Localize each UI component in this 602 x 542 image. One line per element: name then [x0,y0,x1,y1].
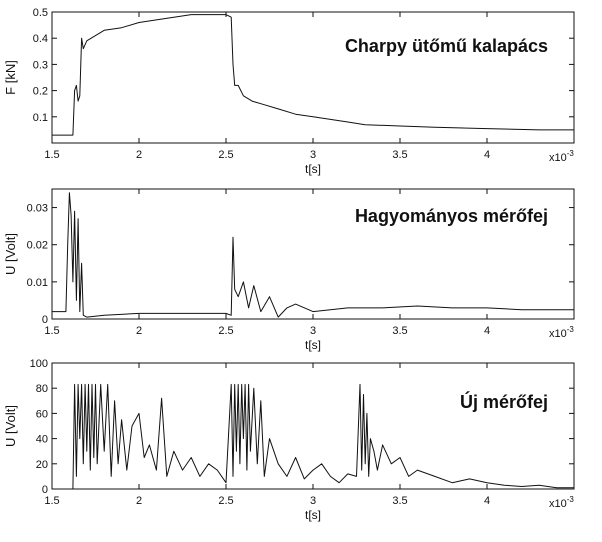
x-tick-label: 4 [484,149,490,161]
x-axis-multiplier-base: x10 [549,498,567,510]
chart-annotation: Új mérőfej [460,391,548,412]
y-tick-label: 100 [30,358,48,370]
y-axis-label: U [Volt] [3,233,18,275]
plot-frame [51,11,575,144]
y-tick-label: 0.02 [27,240,48,252]
y-tick-label: 40 [36,434,48,446]
x-tick-label: 3.5 [392,325,407,337]
x-axis-multiplier-base: x10 [549,328,567,340]
x-tick-label: 3.5 [392,495,407,507]
y-tick-label: 80 [36,383,48,395]
x-tick-label: 4 [484,325,490,337]
y-tick-label: 0 [42,484,48,496]
x-tick-label: 3.5 [392,149,407,161]
y-axis-label: U [Volt] [3,405,18,447]
chart-annotation: Hagyományos mérőfej [355,206,548,226]
x-axis-label: t[s] [305,338,321,352]
x-axis-multiplier-exponent: -3 [567,149,575,158]
chart-panel-1: 1.5 2 2.5 3 3.5 4 0.1 0.2 0.3 0.4 0.5 F [kN] t[s] x10… [3,7,575,176]
y-axis-label: F [kN] [3,60,18,95]
chart-panel-2: 1.5 2 2.5 3 3.5 4 0 0.01 0.02 0.03 U [Volt] t[s] x10… [3,188,575,352]
y-tick-label: 0.3 [33,59,48,71]
y-tick-label: 60 [36,408,48,420]
series-line-1 [52,192,574,318]
x-tick-label: 2 [136,149,142,161]
x-axis-multiplier: x10-3 [549,495,574,510]
x-tick-label: 2.5 [218,495,233,507]
chart-annotation: Charpy ütőmű kalapács [345,36,548,56]
x-axis-multiplier: x10-3 [549,149,574,164]
y-tick-label: 0 [42,314,48,326]
x-tick-label: 1.5 [44,495,59,507]
series-line-1 [52,383,574,489]
x-tick-label: 2 [136,325,142,337]
x-axis-multiplier-base: x10 [549,152,567,164]
series-line-1 [52,14,574,136]
y-tick-label: 0.03 [27,203,48,215]
x-tick-label: 2.5 [218,149,233,161]
y-tick-label: 0.1 [33,112,48,124]
y-tick-label: 0.5 [33,7,48,19]
x-tick-label: 2.5 [218,325,233,337]
x-tick-label: 1.5 [44,325,59,337]
x-tick-label: 1.5 [44,149,59,161]
x-tick-label: 3 [310,325,316,337]
x-axis-multiplier: x10-3 [549,325,574,340]
y-tick-label: 0.4 [33,33,48,45]
y-tick-label: 0.01 [27,277,48,289]
x-axis-label: t[s] [305,162,321,176]
x-tick-label: 3 [310,495,316,507]
y-tick-label: 0.2 [33,86,48,98]
x-tick-label: 4 [484,495,490,507]
x-axis-multiplier-exponent: -3 [567,495,575,504]
y-tick-label: 20 [36,459,48,471]
x-axis-multiplier-exponent: -3 [567,325,575,334]
x-tick-label: 3 [310,149,316,161]
x-axis-label: t[s] [305,508,321,522]
x-tick-label: 2 [136,495,142,507]
